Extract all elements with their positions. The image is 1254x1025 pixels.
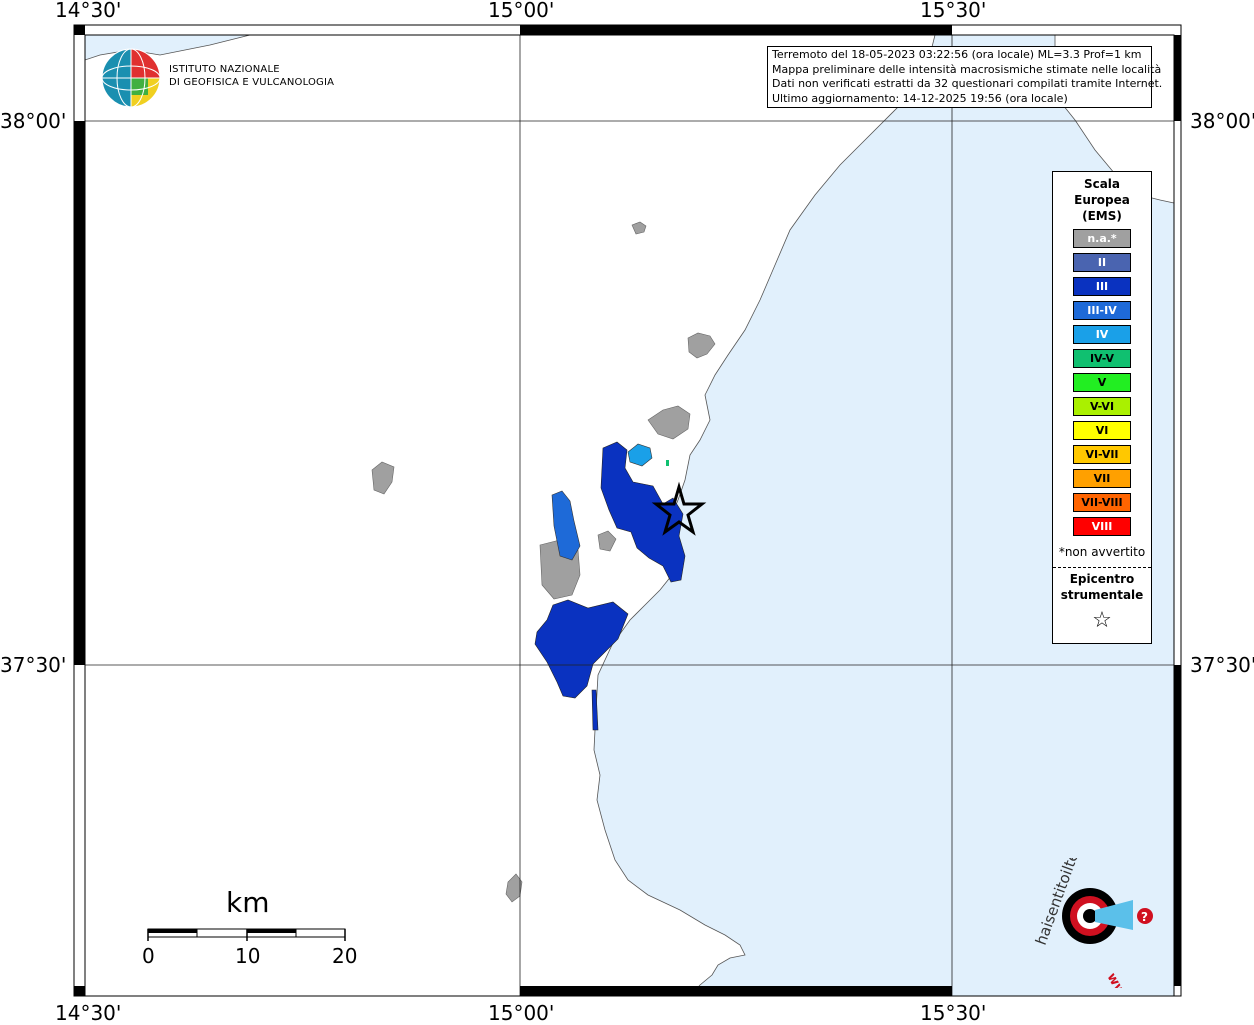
scale-bar — [147, 928, 346, 941]
megaphone-icon — [1095, 900, 1133, 930]
legend-swatch: V-VI — [1073, 397, 1131, 416]
ingv-name-line1: ISTITUTO NAZIONALE — [169, 64, 280, 75]
legend-title-line1: Scala — [1083, 177, 1121, 191]
ingv-name: ISTITUTO NAZIONALE DI GEOFISICA E VULCAN… — [169, 63, 334, 89]
epicenter-star — [651, 481, 707, 536]
scale-tick-0: 0 — [142, 944, 155, 968]
legend-swatch: II — [1073, 253, 1131, 272]
lat-label-left-1: 38°00' — [0, 109, 67, 133]
lat-label-right-1: 38°00' — [1190, 109, 1254, 133]
locality-iv — [627, 443, 653, 467]
lon-label-top-2: 15°00' — [488, 0, 555, 22]
graticule — [85, 35, 1174, 996]
land — [84, 34, 936, 997]
legend-divider — [1053, 567, 1151, 568]
lon-label-bottom-2: 15°00' — [488, 1001, 555, 1025]
legend-title-line3: (EMS) — [1082, 209, 1122, 223]
scale-unit: km — [226, 886, 270, 919]
ingv-name-line2: DI GEOFISICA E VULCANOLOGIA — [169, 77, 335, 88]
scale-tick-10: 10 — [235, 944, 261, 968]
lon-label-top-3: 15°30' — [920, 0, 987, 22]
globe-icon — [101, 48, 161, 108]
legend-swatch: n.a.* — [1073, 229, 1131, 248]
map-frame — [73, 24, 1182, 997]
haisentito-logo: ? haisentitoilterremoto.it www. — [1032, 858, 1153, 989]
legend-epicenter-label: Epicentro strumentale — [1053, 571, 1151, 603]
lon-label-top-1: 14°30' — [55, 0, 122, 22]
legend-epicenter-line1: Epicentro — [1069, 572, 1135, 586]
legend-not-felt-note: *non avvertito — [1058, 545, 1146, 559]
locality-iii-iv — [551, 490, 581, 561]
lat-label-left-2: 37°30' — [0, 653, 67, 677]
watermark-www: www. — [1104, 971, 1137, 989]
lon-label-bottom-3: 15°30' — [920, 1001, 987, 1025]
lon-label-bottom-1: 14°30' — [55, 1001, 122, 1025]
legend-swatch: V — [1073, 373, 1131, 392]
event-info-box: Terremoto del 18-05-2023 03:22:56 (ora l… — [767, 46, 1163, 108]
legend-swatch: III-IV — [1073, 301, 1131, 320]
lat-label-right-2: 37°30' — [1190, 653, 1254, 677]
event-info-line1: Terremoto del 18-05-2023 03:22:56 (ora l… — [772, 48, 1142, 61]
question-badge — [1137, 908, 1153, 924]
legend-epicenter-line2: strumentale — [1060, 588, 1144, 602]
question-mark: ? — [1141, 910, 1148, 924]
event-info-line2: Mappa preliminare delle intensità macros… — [772, 62, 1162, 76]
legend-swatch: VII — [1073, 469, 1131, 488]
event-info-line4: Ultimo aggiornamento: 14-12-2025 19:56 (… — [772, 91, 1068, 105]
legend-swatch: VI-VII — [1073, 445, 1131, 464]
legend-swatch: VII-VIII — [1073, 493, 1131, 512]
localities-na — [371, 221, 716, 903]
legend-swatch: III — [1073, 277, 1131, 296]
localities-iii — [534, 441, 686, 731]
ems-legend: Scala Europea (EMS) n.a.* II III III-IV IV IV… — [1052, 171, 1152, 644]
legend-swatch: VIII — [1073, 517, 1131, 536]
locality-iv-v — [666, 460, 669, 466]
legend-star-icon: ☆ — [1092, 608, 1112, 633]
legend-title: Scala Europea (EMS) — [1053, 176, 1151, 224]
legend-swatch: IV — [1073, 325, 1131, 344]
scale-tick-20: 20 — [332, 944, 358, 968]
legend-swatch: IV-V — [1073, 349, 1131, 368]
legend-title-line2: Europea — [1074, 193, 1130, 207]
event-info-line3: Dati non verificati estratti da 32 quest… — [772, 77, 1163, 90]
legend-swatch: VI — [1073, 421, 1131, 440]
ingv-logo — [100, 47, 320, 109]
